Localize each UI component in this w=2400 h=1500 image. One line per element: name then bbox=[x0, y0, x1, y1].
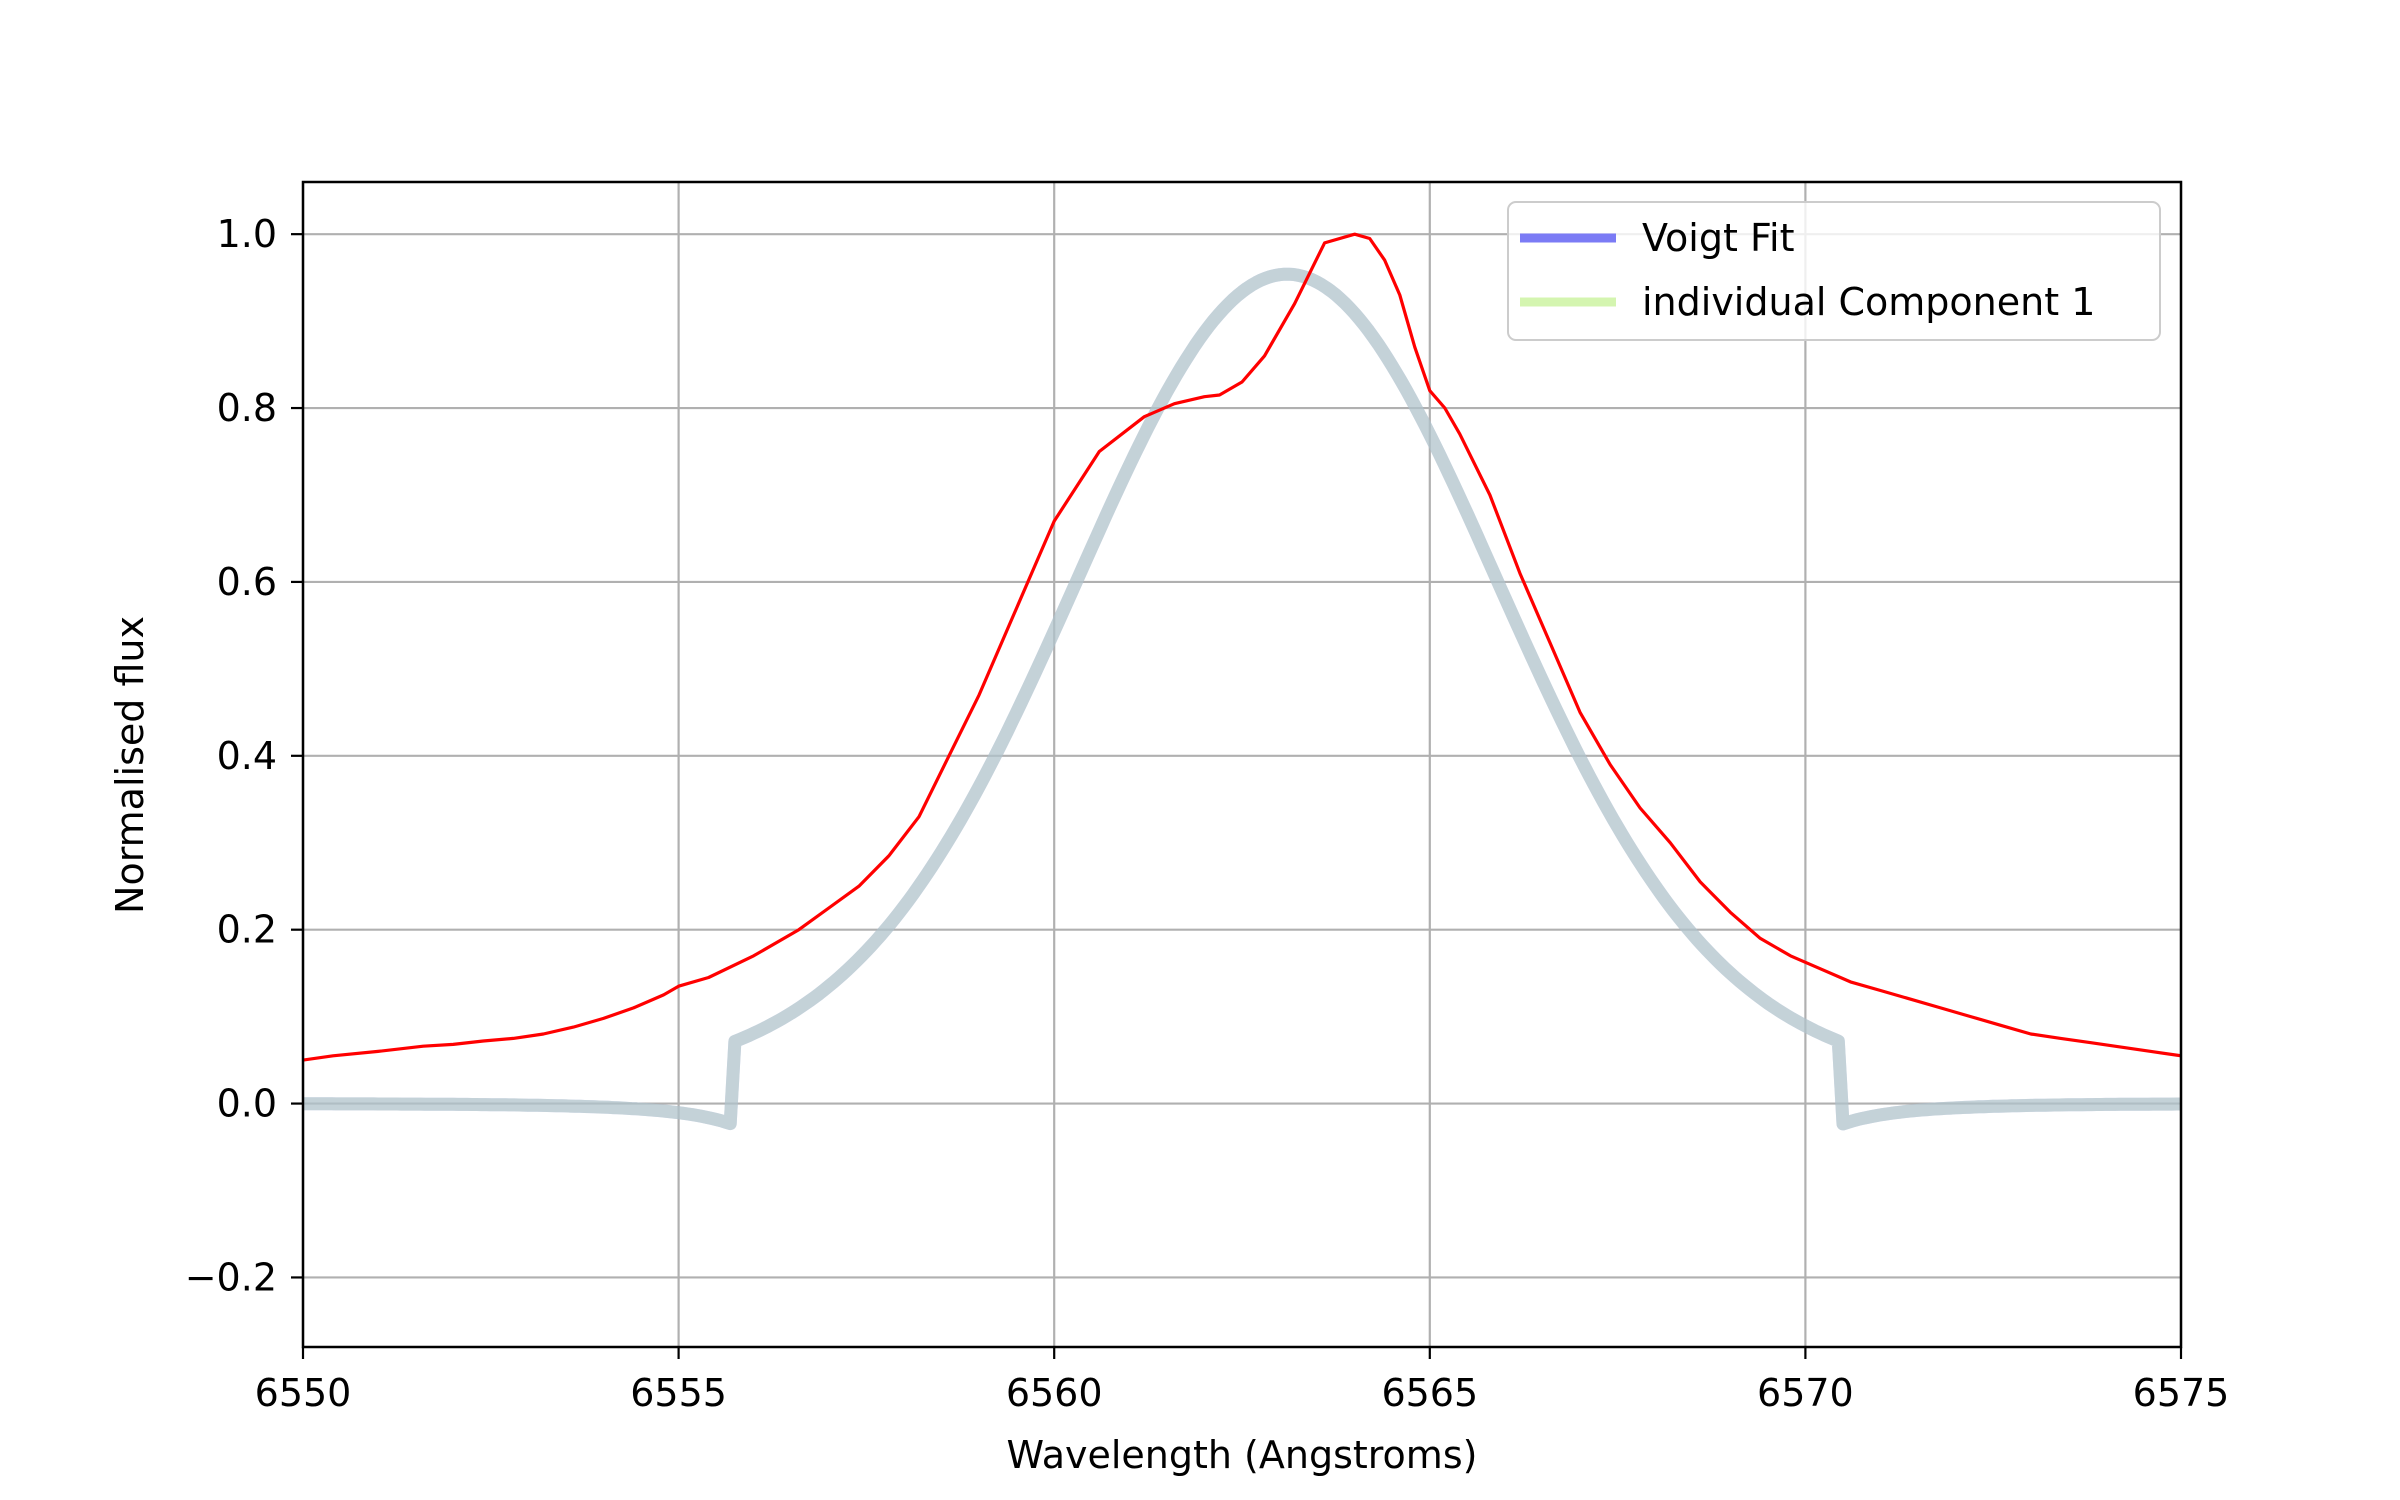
legend-box bbox=[1507, 201, 2161, 341]
series-data-line bbox=[303, 232, 2181, 1062]
y-tick-label: 0.6 bbox=[217, 560, 277, 604]
series-layer bbox=[303, 232, 2181, 1131]
y-axis: −0.2 0.0 0.2 0.4 0.6 0.8 1.0 bbox=[185, 212, 303, 1299]
y-tick-label: 1.0 bbox=[217, 212, 277, 256]
x-tick-label: 6570 bbox=[1757, 1371, 1854, 1415]
x-tick-label: 6550 bbox=[255, 1371, 352, 1415]
series-voigt-fit-line bbox=[303, 267, 2181, 1131]
x-axis-label: Wavelength (Angstroms) bbox=[1007, 1433, 1478, 1477]
y-tick-label: −0.2 bbox=[185, 1255, 277, 1299]
x-axis: 6550 6555 6560 6565 6570 6575 bbox=[255, 1347, 2230, 1415]
legend-label-voigt-fit: Voigt Fit bbox=[1642, 216, 1795, 260]
x-tick-label: 6555 bbox=[630, 1371, 727, 1415]
series-individual-component-1-line bbox=[303, 267, 2181, 1131]
y-tick-label: 0.4 bbox=[217, 734, 277, 778]
y-tick-label: 0.8 bbox=[217, 386, 277, 430]
y-tick-label: 0.0 bbox=[217, 1082, 277, 1126]
y-axis-label: Normalised flux bbox=[108, 616, 152, 914]
plot-frame bbox=[301, 180, 2183, 1349]
legend: Voigt Fit individual Component 1 bbox=[1507, 201, 2161, 341]
legend-label-individual-component-1: individual Component 1 bbox=[1642, 280, 2095, 324]
x-tick-label: 6560 bbox=[1006, 1371, 1103, 1415]
x-tick-label: 6575 bbox=[2133, 1371, 2230, 1415]
x-tick-label: 6565 bbox=[1381, 1371, 1478, 1415]
y-tick-label: 0.2 bbox=[217, 908, 277, 952]
